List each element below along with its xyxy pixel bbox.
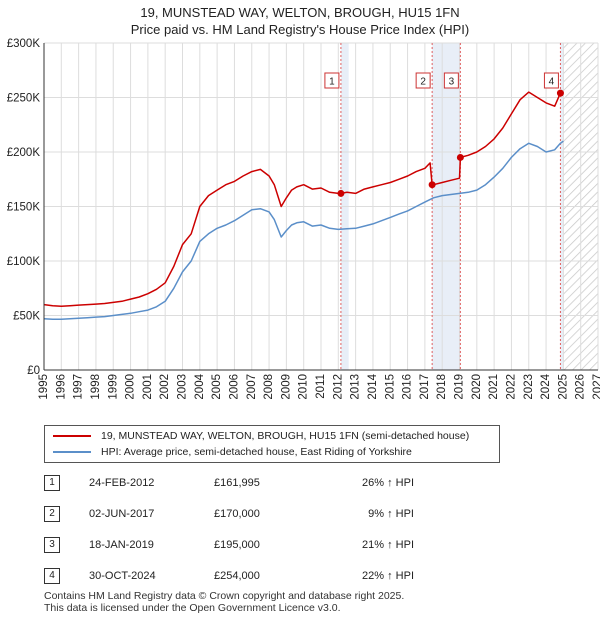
legend-swatch-hpi [53, 451, 91, 454]
x-tick-label: 1995 [38, 374, 50, 400]
x-tick-label: 1996 [55, 374, 67, 400]
tx-badge: 2 [44, 506, 60, 522]
legend-label-hpi: HPI: Average price, semi-detached house,… [101, 446, 412, 458]
x-tick-label: 2014 [367, 373, 379, 399]
transaction-points [337, 89, 564, 197]
x-tick-label: 2019 [454, 374, 466, 400]
tx-price: £170,000 [214, 508, 260, 520]
y-tick-label: £300K [7, 38, 41, 50]
x-tick-label: 2010 [298, 374, 310, 400]
x-tick-label: 2008 [263, 374, 275, 400]
x-tick-label: 2005 [211, 374, 223, 400]
footer-copyright: Contains HM Land Registry data © Crown c… [44, 590, 405, 602]
badge-box [415, 72, 431, 89]
x-tick-label: 2023 [523, 374, 535, 400]
tx-hpi: 26% ↑ HPI [362, 477, 414, 489]
badge-box [324, 72, 340, 89]
y-tick-label: £50K [13, 311, 40, 323]
x-tick-label: 2022 [505, 374, 517, 400]
x-tick-label: 2006 [228, 374, 240, 400]
badge-label: 2 [420, 77, 426, 88]
tx-date: 02-JUN-2017 [89, 508, 155, 520]
x-tick-label: 2003 [177, 374, 189, 400]
badge-label: 1 [329, 77, 335, 88]
y-tick-label: £0 [27, 365, 40, 377]
badge-box [443, 72, 459, 89]
badge-label: 4 [549, 77, 555, 88]
price-chart: 1 2 3 4 £0 £50K £100K £150K £200K £250K £300K 1995… [7, 38, 600, 400]
x-tick-label: 2027 [592, 374, 600, 400]
y-tick-label: £200K [7, 147, 41, 159]
transaction-badge-4: 4 [543, 72, 559, 89]
x-tick-label: 1998 [90, 374, 102, 400]
transaction-lines [340, 43, 561, 370]
transaction-badges: 1 2 3 4 [324, 72, 559, 89]
x-tick-label: 2016 [402, 374, 414, 400]
y-tick-label: £100K [7, 256, 41, 268]
chart-title-line2: Price paid vs. HM Land Registry's House … [130, 22, 470, 37]
x-tick-label: 2017 [419, 374, 431, 400]
tx-hpi: 9% ↑ HPI [368, 508, 414, 520]
tx-badge: 4 [44, 568, 60, 584]
tx-price: £195,000 [214, 539, 260, 551]
x-tick-label: 2024 [540, 373, 552, 399]
transaction-point-2 [428, 181, 436, 189]
x-tick-label: 2011 [315, 374, 327, 399]
chart-title-line1: 19, MUNSTEAD WAY, WELTON, BROUGH, HU15 1… [140, 5, 460, 20]
legend-label-property: 19, MUNSTEAD WAY, WELTON, BROUGH, HU15 1… [101, 430, 470, 442]
x-tick-label: 2001 [142, 374, 154, 400]
hpi-line [43, 140, 564, 321]
tx-hpi: 22% ↑ HPI [362, 570, 414, 582]
tx-price: £161,995 [214, 477, 260, 489]
series-lines [43, 91, 564, 321]
footer-license: This data is licensed under the Open Gov… [44, 602, 341, 614]
x-tick-label: 2018 [436, 374, 448, 400]
x-tick-label: 2004 [194, 373, 206, 399]
legend-item-hpi: HPI: Average price, semi-detached house,… [53, 444, 412, 460]
x-tick-label: 2012 [332, 374, 344, 400]
x-tick-label: 2020 [471, 374, 483, 400]
x-tick-label: 2015 [384, 374, 396, 400]
tx-badge: 1 [44, 475, 60, 491]
legend-swatch-property [53, 435, 91, 438]
transaction-badge-1: 1 [324, 72, 340, 89]
legend-item-property: 19, MUNSTEAD WAY, WELTON, BROUGH, HU15 1… [53, 428, 469, 444]
tx-price: £254,000 [214, 570, 260, 582]
x-tick-label: 2002 [159, 374, 171, 400]
y-tick-label: £150K [7, 202, 41, 214]
x-tick-label: 2007 [246, 374, 258, 400]
x-tick-label: 2026 [575, 374, 587, 400]
x-tick-label: 1999 [107, 374, 119, 400]
tx-badge: 3 [44, 537, 60, 553]
gridlines [43, 42, 599, 371]
legend: 19, MUNSTEAD WAY, WELTON, BROUGH, HU15 1… [44, 425, 500, 463]
tx-date: 30-OCT-2024 [89, 570, 156, 582]
x-tick-label: 2021 [488, 374, 500, 400]
badge-box [543, 72, 559, 89]
x-tick-label: 1997 [73, 374, 85, 400]
tx-hpi: 21% ↑ HPI [362, 539, 414, 551]
transaction-point-1 [337, 189, 345, 197]
transaction-badge-3: 3 [443, 72, 459, 89]
chart-title: 19, MUNSTEAD WAY, WELTON, BROUGH, HU15 1… [0, 4, 600, 38]
tx-date: 18-JAN-2019 [89, 539, 154, 551]
transaction-badge-2: 2 [415, 72, 431, 89]
x-tick-label: 2013 [350, 374, 362, 400]
x-tick-label: 2025 [557, 374, 569, 400]
x-tick-label: 2000 [125, 374, 137, 400]
transaction-point-3 [456, 153, 464, 161]
transaction-point-4 [556, 89, 564, 97]
property-price-line [43, 91, 562, 307]
x-tick-label: 2009 [280, 374, 292, 400]
badge-label: 3 [449, 77, 455, 88]
y-tick-label: £250K [7, 93, 41, 105]
tx-date: 24-FEB-2012 [89, 477, 155, 489]
